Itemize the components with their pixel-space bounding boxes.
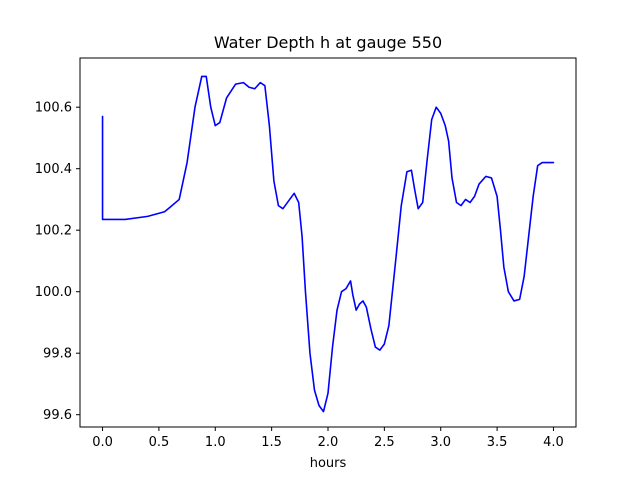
x-tick-label: 0.0: [92, 435, 113, 450]
y-tick-label: 99.6: [43, 408, 72, 423]
x-tick-label: 1.5: [261, 435, 282, 450]
plot-frame: [79, 57, 577, 428]
series-line-0: [101, 75, 555, 413]
y-axis-ticks: 99.6 99.8 100.0 100.2 100.4 100.6: [35, 101, 80, 423]
x-axis-label: hours: [310, 456, 347, 471]
x-tick-label: 4.0: [543, 435, 564, 450]
x-tick-label: 2.5: [374, 435, 395, 450]
y-tick-label: 100.4: [35, 162, 72, 177]
y-tick-label: 100.0: [35, 285, 72, 300]
x-axis-ticks: 0.0 0.5 1.0 1.5 2.0 2.5 3.0 3.5 4.0: [92, 427, 564, 450]
y-tick-label: 100.2: [35, 224, 72, 239]
chart-title: Water Depth h at gauge 550: [214, 33, 442, 52]
plot-area: [101, 75, 555, 413]
x-tick-label: 3.0: [430, 435, 451, 450]
x-tick-label: 1.0: [205, 435, 226, 450]
x-tick-label: 2.0: [318, 435, 339, 450]
y-tick-label: 100.6: [35, 101, 72, 116]
x-tick-label: 3.5: [487, 435, 508, 450]
x-tick-label: 0.5: [149, 435, 170, 450]
y-tick-label: 99.8: [43, 347, 72, 362]
